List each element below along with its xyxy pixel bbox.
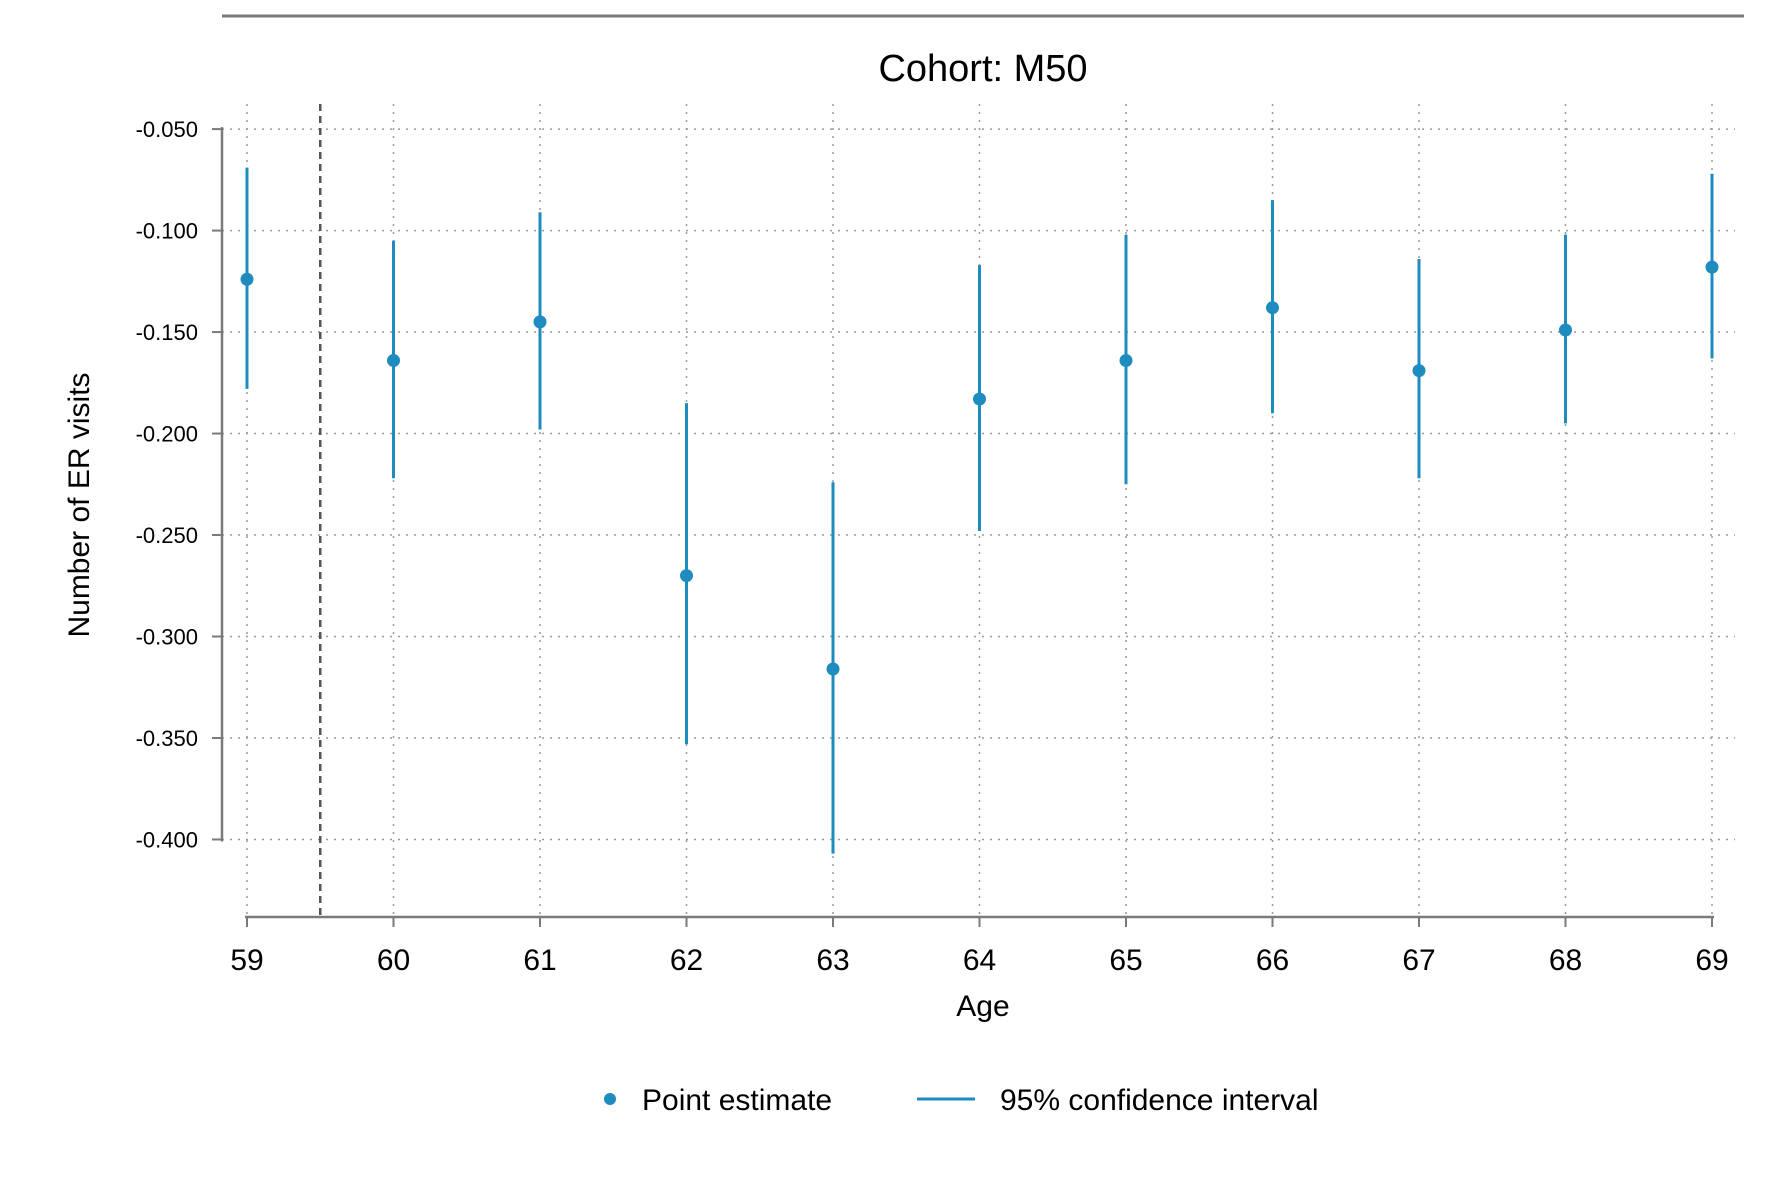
y-tick-label: -0.100	[136, 219, 198, 244]
x-tick-label: 69	[1695, 944, 1728, 977]
legend-point-marker	[604, 1093, 616, 1105]
axes: -0.050 -0.100 -0.150 -0.200 -0.250 -0.300 -0.3…	[136, 117, 1729, 977]
point-estimate	[826, 662, 840, 676]
x-tick-label: 61	[523, 944, 556, 977]
x-tick-label: 60	[377, 944, 410, 977]
y-tick-label: -0.400	[136, 827, 198, 852]
point-estimates	[240, 260, 1719, 676]
point-estimate	[533, 315, 547, 329]
x-tick-label: 59	[230, 944, 263, 977]
point-estimate	[1412, 364, 1426, 378]
x-tick-label: 62	[670, 944, 703, 977]
y-tick-label: -0.350	[136, 726, 198, 751]
point-estimate	[1559, 323, 1572, 337]
x-tick-label: 64	[963, 944, 996, 977]
y-tick-label: -0.200	[136, 422, 198, 447]
point-estimate	[1266, 301, 1279, 315]
y-tick-label: -0.150	[136, 320, 198, 345]
point-estimate	[1705, 260, 1719, 274]
legend-label-ci: 95% confidence interval	[1000, 1084, 1319, 1117]
x-tick-label: 66	[1256, 944, 1289, 977]
point-estimate	[973, 392, 986, 406]
x-tick-label: 67	[1402, 944, 1435, 977]
legend-label-point-estimate: Point estimate	[642, 1084, 832, 1117]
y-tick-label: -0.050	[136, 117, 198, 142]
point-estimate	[387, 353, 400, 367]
confidence-intervals	[245, 167, 1714, 854]
y-tick-label: -0.300	[136, 625, 198, 650]
legend: Point estimate 95% confidence interval	[604, 1084, 1319, 1117]
x-axis-label: Age	[956, 990, 1009, 1023]
chart-title: Cohort: M50	[878, 48, 1087, 90]
y-axis-label: Number of ER visits	[63, 372, 96, 637]
point-estimate	[240, 272, 254, 286]
x-tick-label: 68	[1549, 944, 1582, 977]
point-estimate	[1119, 353, 1133, 367]
point-estimate	[680, 569, 693, 583]
x-tick-label: 65	[1109, 944, 1142, 977]
y-tick-label: -0.250	[136, 523, 198, 548]
x-tick-label: 63	[816, 944, 849, 977]
